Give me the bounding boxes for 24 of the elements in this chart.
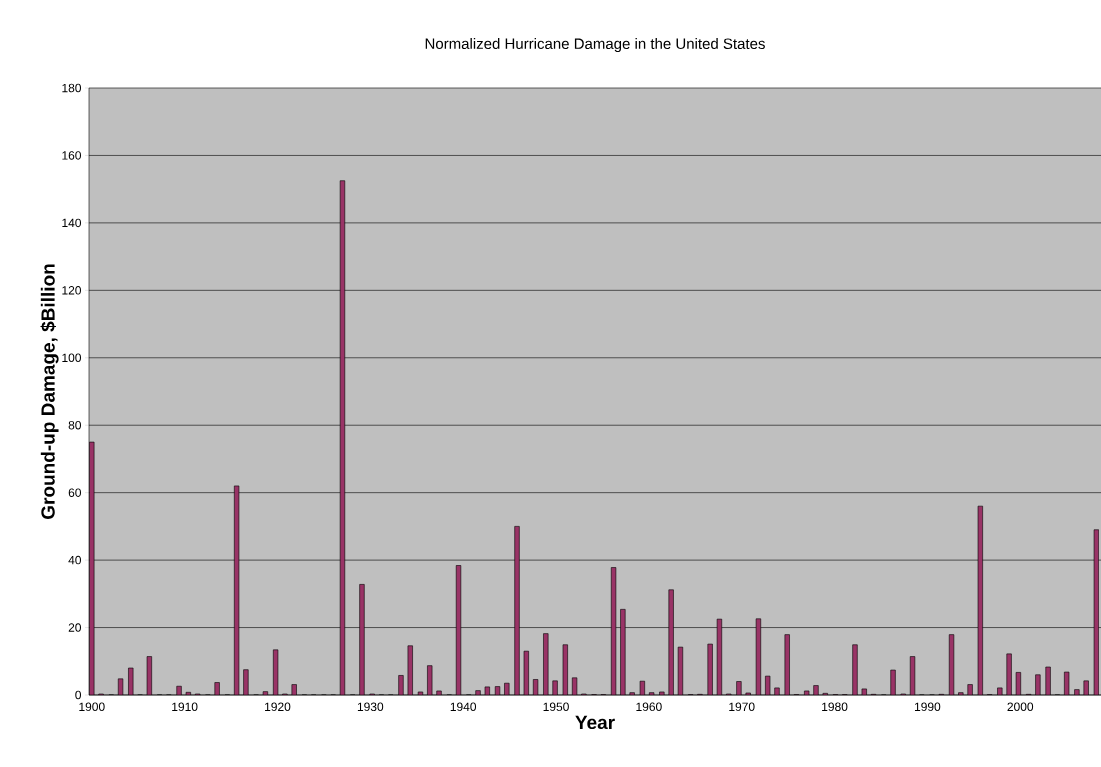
y-tick-label: 140 bbox=[62, 218, 82, 228]
x-tick-label: 1940 bbox=[450, 702, 477, 712]
y-tick-label: 100 bbox=[62, 353, 82, 363]
x-tick-label: 1960 bbox=[636, 702, 662, 712]
chart-title: Normalized Hurricane Damage in the United States bbox=[425, 37, 765, 52]
y-tick-label: 180 bbox=[62, 83, 82, 93]
x-axis-title: Year bbox=[575, 715, 615, 730]
x-tick-label: 1920 bbox=[265, 702, 291, 712]
y-axis-title: Ground-up Damage, $Billion bbox=[40, 264, 59, 519]
x-tick-label: 1980 bbox=[822, 702, 848, 712]
x-tick-label: 1950 bbox=[543, 702, 569, 712]
y-tick-label: 80 bbox=[68, 420, 82, 430]
y-tick-label: 60 bbox=[68, 488, 82, 497]
x-tick-label: 1900 bbox=[79, 702, 105, 712]
y-tick-label: 0 bbox=[75, 690, 82, 700]
y-tick-label: 20 bbox=[68, 623, 82, 632]
y-tick-label: 160 bbox=[62, 151, 82, 160]
y-tick-label: 120 bbox=[62, 286, 82, 295]
x-tick-label: 1930 bbox=[357, 702, 384, 712]
y-tick-label: 40 bbox=[68, 555, 82, 565]
x-tick-label: 2000 bbox=[1007, 702, 1034, 712]
x-tick-label: 1910 bbox=[172, 702, 198, 712]
x-tick-label: 1970 bbox=[729, 702, 755, 712]
x-tick-label: 1990 bbox=[914, 702, 941, 712]
